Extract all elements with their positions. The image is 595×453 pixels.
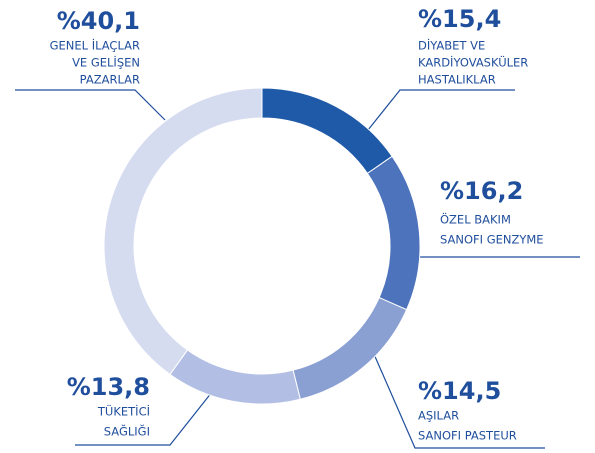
donut-segment bbox=[261, 87, 393, 175]
value-label: %16,2 bbox=[440, 177, 523, 205]
category-label: TÜKETİCİ bbox=[97, 403, 150, 419]
category-label: GENEL İLAÇLAR bbox=[50, 38, 140, 53]
value-label: %13,8 bbox=[67, 373, 150, 401]
leader-line bbox=[369, 344, 545, 449]
category-label: DİYABET VE bbox=[418, 38, 485, 53]
value-label: %14,5 bbox=[418, 377, 501, 405]
donut-segment bbox=[103, 87, 263, 376]
category-label: AŞILAR bbox=[418, 409, 459, 423]
leader-line bbox=[75, 391, 213, 446]
category-label: ÖZEL BAKIM bbox=[440, 211, 511, 227]
leader-line bbox=[367, 89, 515, 131]
category-label: PAZARLAR bbox=[80, 73, 140, 87]
category-label: HASTALIKLAR bbox=[418, 73, 496, 87]
category-label: SAĞLIĞI bbox=[104, 424, 150, 439]
leader-line bbox=[15, 89, 166, 121]
value-label: %40,1 bbox=[57, 7, 140, 35]
donut-segment bbox=[366, 155, 421, 311]
category-label: KARDİYOVASKÜLER bbox=[418, 54, 528, 70]
value-label: %15,4 bbox=[418, 5, 501, 33]
category-label: VE GELİŞEN bbox=[72, 55, 140, 70]
donut-segment bbox=[169, 349, 301, 405]
category-label: SANOFI PASTEUR bbox=[418, 429, 517, 443]
category-label: SANOFI GENZYME bbox=[440, 233, 544, 247]
donut-segment bbox=[292, 296, 408, 400]
